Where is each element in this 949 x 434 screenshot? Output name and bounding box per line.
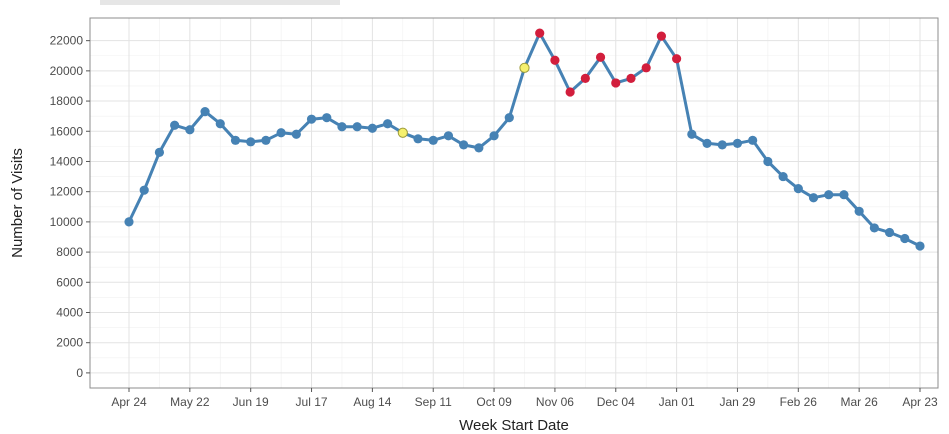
data-point	[352, 122, 362, 132]
x-tick-label: Oct 09	[476, 395, 512, 409]
data-point	[306, 114, 317, 124]
data-point	[474, 143, 484, 153]
data-point	[397, 127, 408, 138]
y-tick-label: 4000	[56, 305, 83, 319]
series-visits	[124, 28, 925, 251]
y-tick-label: 18000	[50, 94, 84, 108]
data-point	[672, 54, 682, 64]
y-tick-label: 20000	[50, 64, 84, 78]
y-axis-ticks: 0 2000 4000 6000 8000 10000 12000 14000 16000 180…	[50, 34, 90, 380]
data-point	[519, 62, 530, 73]
y-tick-label: 8000	[56, 245, 83, 259]
data-point	[808, 193, 819, 203]
x-tick-label: Jan 01	[659, 395, 695, 409]
data-point	[413, 134, 423, 144]
y-tick-label: 6000	[56, 275, 83, 289]
data-point	[276, 128, 286, 138]
grid-lines	[90, 18, 938, 388]
data-point	[915, 241, 925, 251]
x-tick-label: Apr 24	[111, 395, 147, 409]
data-point	[626, 73, 636, 84]
y-tick-label: 16000	[50, 124, 84, 138]
data-point	[565, 87, 575, 97]
data-point	[504, 113, 514, 123]
y-tick-label: 10000	[50, 215, 84, 229]
cropped-header-fragment	[100, 0, 340, 5]
data-point	[656, 31, 667, 41]
data-point	[580, 73, 590, 84]
data-point	[702, 138, 712, 148]
y-tick-label: 22000	[50, 34, 84, 48]
data-point	[139, 185, 149, 195]
x-tick-label: Jul 17	[296, 395, 328, 409]
data-point	[793, 184, 803, 194]
data-point	[884, 227, 895, 238]
data-point	[595, 52, 606, 62]
x-tick-label: Aug 14	[353, 395, 391, 409]
y-axis-title: Number of Visits	[9, 148, 26, 258]
y-tick-label: 14000	[50, 154, 84, 168]
plot-border	[89, 17, 939, 389]
data-point	[367, 123, 377, 133]
data-point	[869, 223, 879, 233]
data-point	[717, 140, 727, 150]
data-point	[854, 206, 864, 216]
data-point	[382, 119, 393, 129]
y-tick-label: 0	[76, 366, 83, 380]
x-tick-label: Sep 11	[415, 395, 452, 409]
data-point	[246, 137, 256, 147]
y-tick-label: 12000	[50, 185, 84, 199]
data-point	[428, 135, 438, 145]
data-point	[641, 63, 651, 73]
data-point	[839, 190, 849, 200]
data-point	[200, 107, 210, 117]
data-point	[230, 135, 241, 145]
x-tick-label: Jun 19	[233, 395, 269, 409]
x-tick-label: Mar 26	[840, 395, 878, 409]
data-point	[170, 120, 180, 130]
data-point	[154, 147, 165, 158]
x-tick-label: Nov 06	[536, 395, 574, 409]
data-point	[550, 55, 560, 65]
data-point	[291, 129, 301, 139]
data-point	[778, 171, 788, 182]
data-point	[900, 233, 910, 244]
data-point	[337, 122, 347, 132]
data-point	[763, 156, 773, 167]
x-tick-label: Feb 26	[780, 395, 818, 409]
data-point	[322, 113, 332, 123]
data-point	[215, 119, 225, 129]
x-tick-label: May 22	[170, 395, 210, 409]
data-point	[748, 135, 758, 145]
y-tick-label: 2000	[56, 336, 83, 350]
x-tick-label: Apr 23	[902, 395, 938, 409]
data-point	[732, 138, 743, 148]
data-point	[261, 135, 271, 145]
x-tick-label: Dec 04	[597, 395, 635, 409]
x-axis-ticks: Apr 24 May 22 Jun 19 Jul 17 Aug 14 Sep 11 Oct …	[111, 388, 938, 409]
data-point	[611, 78, 621, 88]
plot-panel	[90, 18, 938, 388]
x-tick-label: Jan 29	[719, 395, 755, 409]
data-point	[824, 190, 834, 200]
data-point	[443, 131, 454, 141]
data-point	[687, 129, 697, 139]
data-point	[535, 28, 545, 38]
data-point	[489, 131, 499, 141]
x-axis-title: Week Start Date	[459, 417, 569, 434]
data-point	[124, 217, 134, 227]
data-point	[185, 125, 195, 135]
data-point	[459, 140, 469, 150]
